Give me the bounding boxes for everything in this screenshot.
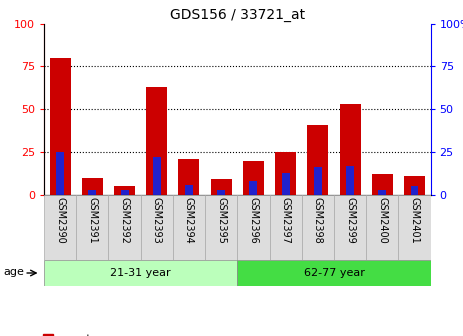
Bar [44, 195, 76, 260]
Bar [237, 195, 269, 260]
Bar [282, 173, 289, 195]
Bar [108, 195, 141, 260]
Bar [205, 195, 237, 260]
Bar [372, 174, 393, 195]
Bar [82, 178, 103, 195]
Bar [378, 190, 386, 195]
Bar [334, 195, 366, 260]
Bar [50, 58, 70, 195]
Bar [114, 186, 135, 195]
Text: GSM2397: GSM2397 [281, 197, 291, 244]
Text: GSM2398: GSM2398 [313, 197, 323, 244]
Text: GSM2396: GSM2396 [248, 197, 258, 244]
Bar [141, 195, 173, 260]
Bar [269, 195, 302, 260]
Bar [88, 190, 96, 195]
Bar [302, 195, 334, 260]
Bar [185, 184, 193, 195]
Bar [346, 166, 354, 195]
Bar [179, 159, 200, 195]
Bar [314, 167, 322, 195]
Text: 62-77 year: 62-77 year [304, 268, 364, 278]
Text: GSM2392: GSM2392 [119, 197, 130, 244]
Text: GSM2391: GSM2391 [88, 197, 97, 244]
Bar [217, 190, 225, 195]
Bar [398, 195, 431, 260]
Text: GSM2400: GSM2400 [377, 197, 387, 244]
Bar [56, 152, 64, 195]
Text: age: age [4, 267, 25, 278]
Bar [44, 260, 237, 286]
Bar [120, 190, 129, 195]
Text: GSM2390: GSM2390 [55, 197, 65, 244]
Bar [76, 195, 108, 260]
Bar [250, 181, 257, 195]
Bar [411, 186, 419, 195]
Bar [275, 152, 296, 195]
Text: GSM2395: GSM2395 [216, 197, 226, 244]
Text: GSM2401: GSM2401 [409, 197, 419, 244]
Bar [237, 260, 431, 286]
Bar [366, 195, 398, 260]
Legend: count, percentile rank within the sample: count, percentile rank within the sample [40, 331, 241, 336]
Bar [307, 125, 328, 195]
Text: GSM2393: GSM2393 [152, 197, 162, 244]
Bar [146, 87, 167, 195]
Bar [243, 161, 264, 195]
Bar [339, 104, 361, 195]
Text: 21-31 year: 21-31 year [110, 268, 171, 278]
Bar [404, 176, 425, 195]
Bar [153, 157, 161, 195]
Text: GSM2394: GSM2394 [184, 197, 194, 244]
Bar [173, 195, 205, 260]
Text: GSM2399: GSM2399 [345, 197, 355, 244]
Title: GDS156 / 33721_at: GDS156 / 33721_at [170, 8, 305, 23]
Bar [211, 179, 232, 195]
